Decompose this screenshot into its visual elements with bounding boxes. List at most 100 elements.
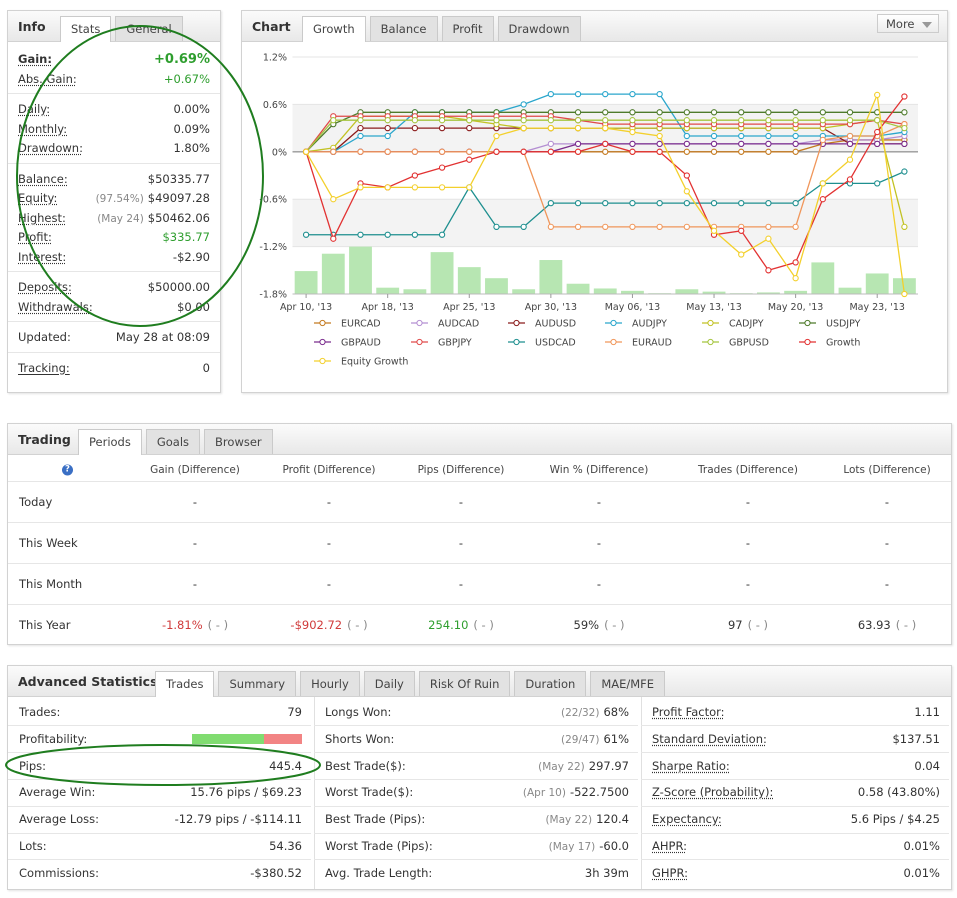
point	[438, 117, 446, 124]
point	[547, 124, 555, 132]
tab[interactable]: Goals	[145, 429, 201, 454]
point	[874, 140, 881, 148]
tab[interactable]: Periods	[78, 429, 142, 455]
cell-value: -	[458, 495, 464, 509]
point	[765, 132, 772, 140]
y-tick-label: 0%	[272, 147, 287, 158]
point	[901, 124, 908, 132]
bar	[593, 288, 617, 294]
point	[792, 148, 799, 155]
bar	[675, 289, 699, 294]
tab[interactable]: Risk Of Ruin	[418, 671, 511, 696]
point	[765, 148, 772, 155]
x-tick-label: Apr 25, '13	[443, 302, 495, 313]
bar	[539, 260, 563, 294]
point	[710, 227, 718, 234]
table-cell: -	[459, 495, 463, 509]
stat-note: (May 17)	[548, 841, 596, 853]
point	[710, 132, 718, 140]
point	[466, 184, 473, 191]
stat-label: Worst Trade($):	[325, 785, 414, 800]
point	[656, 109, 663, 116]
tab[interactable]: Trades	[155, 671, 215, 697]
table-cell: -1.81% ( - )	[162, 618, 228, 632]
point	[411, 117, 419, 124]
info-value: $49097.28	[147, 191, 210, 205]
point	[792, 117, 799, 124]
legend-label: Equity Growth	[341, 357, 408, 368]
info-row: Monthly: 0.09%	[18, 120, 210, 140]
cell-value: -1.81%	[161, 618, 203, 632]
row-line	[8, 805, 311, 807]
panel-title: Chart	[252, 19, 291, 34]
point	[493, 132, 500, 140]
tab[interactable]: Drawdown	[497, 16, 581, 41]
cell-value: -	[596, 495, 602, 509]
tab[interactable]: General	[115, 16, 183, 41]
column-divider	[314, 697, 315, 889]
panel-header: Chart Growth Balance Profit Drawdown More	[242, 11, 947, 42]
tab[interactable]: MAE/MFE	[590, 671, 666, 696]
point	[874, 128, 881, 136]
info-value: May 28 at 08:09	[115, 330, 210, 344]
tab[interactable]: Summary	[218, 671, 297, 696]
point	[574, 223, 582, 230]
bar	[376, 287, 400, 294]
table-cell: -	[327, 577, 331, 591]
more-button[interactable]: More	[877, 14, 939, 33]
info-row: Withdrawals: $0.00	[18, 298, 210, 318]
tab[interactable]: Stats	[60, 16, 112, 42]
point	[792, 132, 799, 140]
stat-value: 0.04	[914, 759, 940, 773]
tab[interactable]: Hourly	[300, 671, 360, 696]
info-row: Gain: +0.69%	[18, 50, 210, 70]
info-value-wrap: $50335.77	[148, 170, 210, 190]
point	[656, 140, 663, 148]
legend-marker	[610, 319, 617, 327]
column-divider	[641, 697, 642, 889]
point	[357, 132, 364, 140]
tab[interactable]: Daily	[363, 671, 415, 696]
info-value: 0.00%	[173, 102, 210, 116]
legend-label: GBPJPY	[438, 338, 472, 349]
stat-label: Z-Score (Probability):	[652, 785, 774, 800]
stat-value: (Apr 10) -522.7500	[523, 785, 629, 799]
point	[384, 124, 391, 132]
row-line	[641, 805, 949, 807]
tab[interactable]: Balance	[369, 16, 438, 41]
point	[574, 90, 582, 98]
point	[547, 223, 555, 230]
point	[438, 148, 446, 155]
point	[574, 109, 582, 116]
point	[683, 117, 690, 124]
point	[710, 148, 718, 155]
legend-marker	[707, 338, 714, 346]
point	[738, 140, 745, 148]
cell-value: -	[458, 536, 464, 550]
cell-diff: ( - )	[473, 618, 494, 632]
tab[interactable]: Duration	[514, 671, 587, 696]
table-cell: 59% ( - )	[574, 618, 625, 632]
table-cell: -	[885, 577, 889, 591]
point	[602, 124, 609, 132]
legend-marker	[319, 357, 326, 365]
table-cell: -	[193, 495, 197, 509]
tab[interactable]: Profit	[441, 16, 494, 41]
tab[interactable]: Browser	[204, 429, 273, 454]
legend-label: GBPAUD	[341, 338, 381, 349]
tab[interactable]: Growth	[302, 16, 366, 42]
legend-label: USDCAD	[535, 338, 576, 349]
stat-label: Profitability:	[19, 731, 88, 746]
cell-value: -	[326, 495, 332, 509]
stat-number: 297.97	[588, 758, 629, 773]
x-tick-label: May 13, '13	[686, 302, 742, 313]
info-label: Balance:	[18, 171, 68, 186]
point	[520, 101, 527, 108]
stat-number: 79	[287, 705, 302, 719]
stat-label: GHPR:	[652, 865, 689, 880]
point	[629, 128, 636, 136]
point	[629, 109, 636, 116]
stat-value: 0.01%	[903, 839, 940, 853]
cell-value: 97	[727, 618, 743, 632]
stat-value: (22/32) 68%	[561, 705, 629, 719]
